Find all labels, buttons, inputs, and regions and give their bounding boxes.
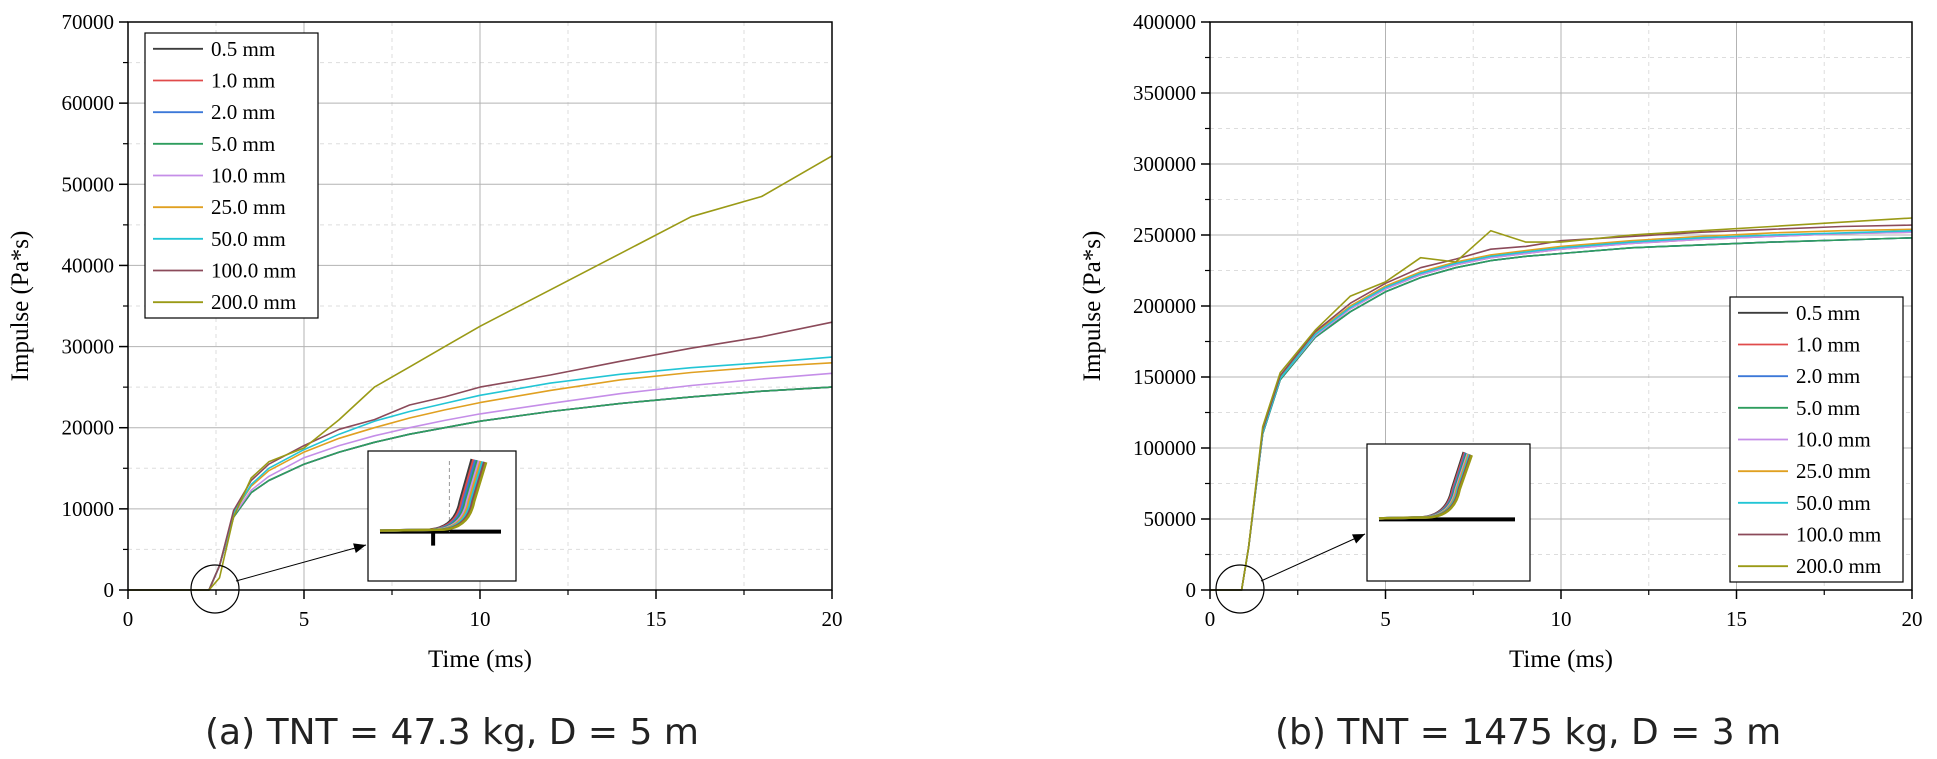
caption-b: (b) TNT = 1475 kg, D = 3 m xyxy=(1275,712,1782,753)
chart-panel-a: 0 5 10 15 20 0 10000 20000 30000 40000 50000 60000 7… xyxy=(7,10,843,673)
y-tick-label: 200000 xyxy=(1133,294,1196,318)
inset-curve xyxy=(1378,454,1473,520)
legend-label: 2.0 mm xyxy=(1796,364,1860,388)
x-tick-label: 20 xyxy=(822,607,843,631)
y-tick-label: 400000 xyxy=(1133,10,1196,34)
x-tick-label: 10 xyxy=(470,607,491,631)
legend-label: 10.0 mm xyxy=(1796,428,1871,452)
y-tick-label: 50000 xyxy=(62,172,115,196)
y-tick-label: 20000 xyxy=(62,416,115,440)
y-tick-label: 0 xyxy=(104,578,115,602)
x-tick-label: 0 xyxy=(123,607,134,631)
zoom-arrow-head xyxy=(353,543,366,553)
legend-label: 0.5 mm xyxy=(1796,301,1860,325)
y-tick-label: 300000 xyxy=(1133,152,1196,176)
inset-curve xyxy=(379,461,488,532)
x-tick-label: 0 xyxy=(1205,607,1216,631)
x-axis-title: Time (ms) xyxy=(1509,646,1613,673)
y-tick-label: 60000 xyxy=(62,91,115,115)
y-tick-label: 0 xyxy=(1186,578,1197,602)
legend-label: 25.0 mm xyxy=(1796,459,1871,483)
inset-b xyxy=(1366,443,1531,582)
zoom-arrow-line xyxy=(1260,533,1366,582)
y-tick-label: 100000 xyxy=(1133,436,1196,460)
inset-a xyxy=(367,450,517,582)
y-tick-label: 10000 xyxy=(62,497,115,521)
x-tick-label: 20 xyxy=(1902,607,1923,631)
series-line-100-0-mm xyxy=(128,321,833,591)
legend-label: 1.0 mm xyxy=(1796,333,1860,357)
legend-label: 200.0 mm xyxy=(1796,554,1881,578)
legend-label: 25.0 mm xyxy=(211,195,286,219)
legend-label: 100.0 mm xyxy=(211,259,296,283)
x-axis-title: Time (ms) xyxy=(428,646,532,673)
legend-b: 0.5 mm 1.0 mm 2.0 mm 5.0 mm 10.0 mm 25.0 mm 50… xyxy=(1729,296,1904,583)
y-tick-label: 250000 xyxy=(1133,223,1196,247)
legend-a: 0.5 mm 1.0 mm 2.0 mm 5.0 mm 10.0 mm 25.0 mm 50… xyxy=(144,32,319,319)
legend-label: 0.5 mm xyxy=(211,37,275,61)
x-tick-label: 15 xyxy=(646,607,667,631)
zoom-arrow-head xyxy=(1352,534,1365,544)
x-tick-label: 5 xyxy=(1380,607,1391,631)
caption-a: (a) TNT = 47.3 kg, D = 5 m xyxy=(205,712,699,753)
legend-label: 50.0 mm xyxy=(211,227,286,251)
y-tick-label: 30000 xyxy=(62,335,115,359)
x-tick-label: 15 xyxy=(1726,607,1747,631)
y-axis-title: Impulse (Pa*s) xyxy=(7,231,34,382)
legend-label: 200.0 mm xyxy=(211,290,296,314)
inset-frame xyxy=(1366,443,1531,582)
chart-panel-b: 0 5 10 15 20 0 50000 100000 150000 200000 250000 30… xyxy=(1079,10,1923,673)
legend-label: 100.0 mm xyxy=(1796,523,1881,547)
y-tick-label: 40000 xyxy=(62,253,115,277)
legend-label: 5.0 mm xyxy=(1796,396,1860,420)
series-line-200-0-mm xyxy=(128,155,833,591)
y-tick-label: 150000 xyxy=(1133,365,1196,389)
series-line-200-0-mm xyxy=(1210,217,1913,591)
legend-label: 2.0 mm xyxy=(211,100,275,124)
legend-label: 10.0 mm xyxy=(211,164,286,188)
y-tick-label: 70000 xyxy=(62,10,115,34)
y-tick-label: 350000 xyxy=(1133,81,1196,105)
zoom-arrow-line xyxy=(235,544,367,582)
x-tick-label: 5 xyxy=(299,607,310,631)
zoom-circle xyxy=(190,564,240,614)
inset-frame xyxy=(367,450,517,582)
zoom-circle xyxy=(1215,564,1265,614)
legend-label: 1.0 mm xyxy=(211,69,275,93)
y-tick-label: 50000 xyxy=(1144,507,1197,531)
x-tick-label: 10 xyxy=(1551,607,1572,631)
legend-label: 5.0 mm xyxy=(211,132,275,156)
legend-label: 50.0 mm xyxy=(1796,491,1871,515)
y-axis-title: Impulse (Pa*s) xyxy=(1079,231,1106,382)
